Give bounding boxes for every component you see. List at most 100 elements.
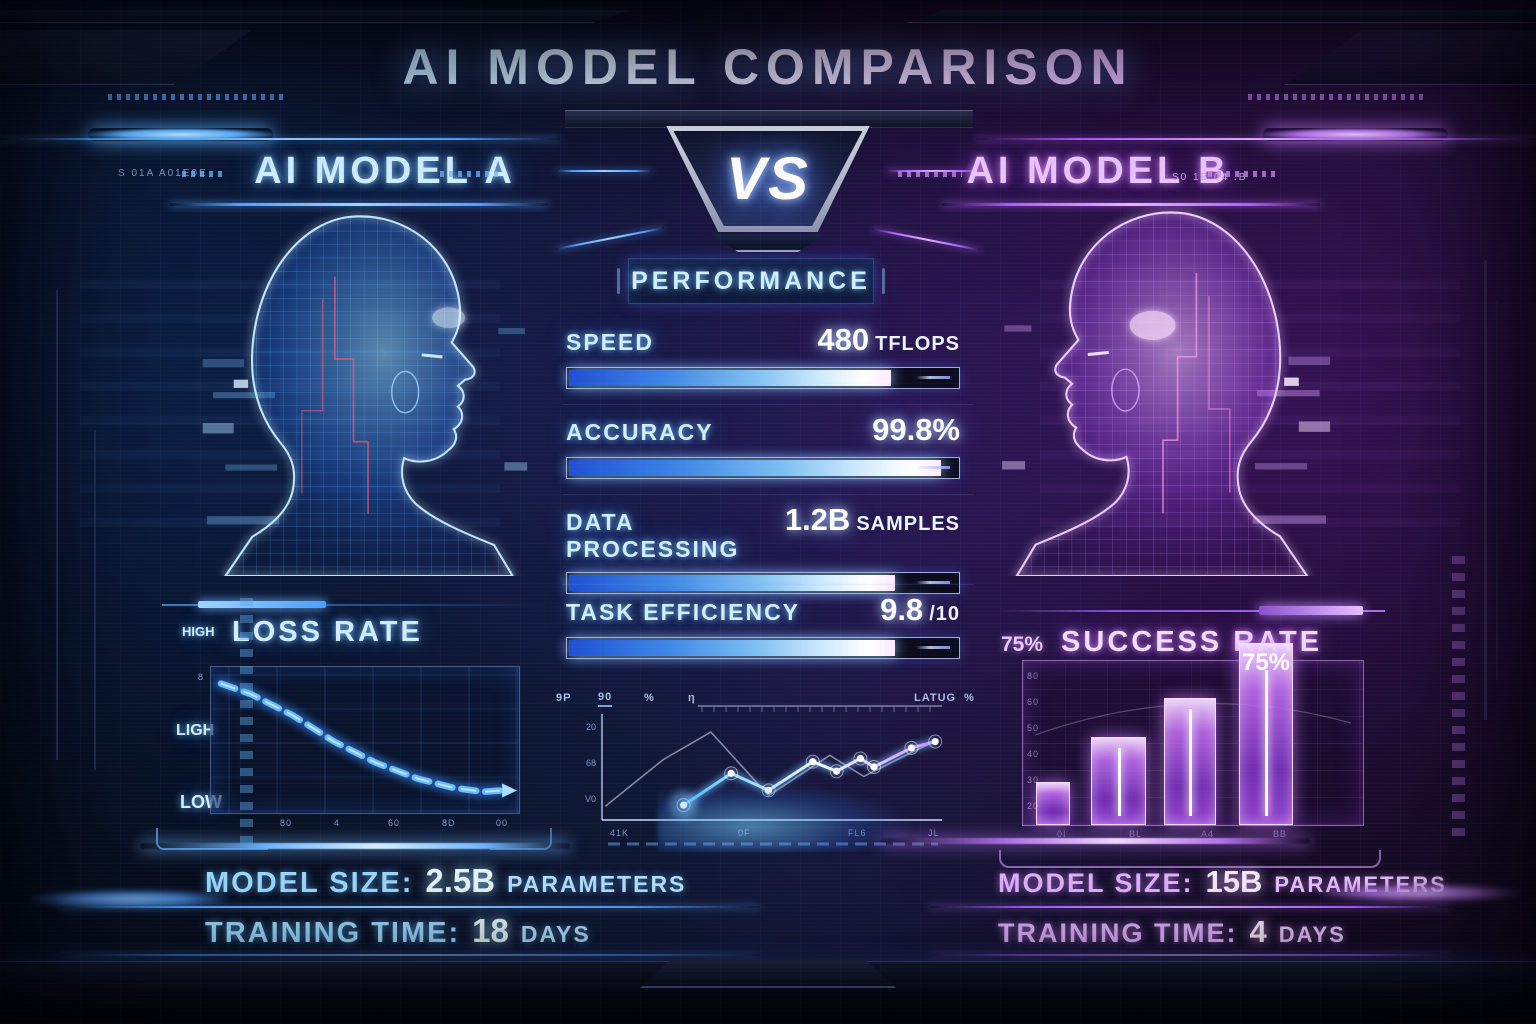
center-line-chart-svg: 20 68 V0 41K 0F FL6 JL: [585, 705, 943, 846]
header-dots-3: [898, 171, 962, 177]
header-dots-4: [1208, 171, 1276, 177]
metric-label: TASK EFFICIENCY: [566, 599, 801, 625]
performance-header-label: PERFORMANCE: [631, 266, 871, 295]
metric-label: DATA PROCESSING: [566, 509, 740, 562]
metric-label: SPEED: [566, 329, 654, 355]
model-a-training-label: TRAINING TIME:: [205, 917, 461, 949]
success-rate-panel: 75% SUCCESS RATE 75% 80 60 50 40 30 20 0I BL A4…: [995, 606, 1385, 868]
success-x-tick: A4: [1201, 829, 1215, 839]
metric-head: SPEED 480 TFLOPS: [566, 314, 960, 358]
mid-symbol-1: 9P: [556, 692, 572, 704]
metric-head: TASK EFFICIENCY 9.8/10: [566, 584, 960, 628]
metric-progress-fill: [569, 640, 895, 656]
model-a-training-unit: DAYS: [520, 921, 591, 947]
model-a-training-row: TRAINING TIME: 18 DAYS: [205, 912, 591, 950]
metric-value: 9.8/10: [880, 592, 960, 628]
model-b-training-row-wrap: TRAINING TIME: 4 DAYS: [998, 914, 1346, 950]
vs-badge: VS: [673, 131, 863, 226]
metric-value-number: 9.8: [880, 592, 924, 627]
model-a-size-unit: PARAMETERS: [507, 871, 687, 897]
metric-row: DATA PROCESSING 1.2B SAMPLES: [562, 494, 974, 594]
svg-text:20: 20: [586, 722, 596, 732]
vs-diag-left: [555, 227, 665, 250]
mid-symbol-4: η: [688, 692, 696, 704]
metric-row: ACCURACY 99.8%: [562, 404, 974, 494]
header-dots-2: [440, 171, 500, 177]
success-bar: [1036, 782, 1070, 825]
mid-symbol-3: %: [644, 692, 655, 704]
metric-value-number: 1.2B: [784, 502, 851, 537]
success-y-tick: 30: [1027, 775, 1040, 785]
bottom-blue-streak: [140, 843, 570, 849]
model-b-hologram-head: [1002, 211, 1331, 576]
model-a-title: AI MODEL A: [254, 150, 516, 192]
frame-top-right-dots: [1248, 94, 1428, 100]
metric-progress-track: [566, 367, 960, 389]
success-chart-plot: 75% 80 60 50 40 30 20 0I BL A4 BB: [1022, 643, 1364, 839]
header-dots-1: [182, 171, 224, 177]
metric-value-unit: SAMPLES: [856, 513, 960, 535]
metric-head: ACCURACY 99.8%: [566, 404, 960, 448]
metric-separator: [562, 584, 974, 585]
model-b-code-text: S0 1B 04 .B: [1172, 172, 1248, 183]
success-bar-center-line: [1117, 747, 1121, 816]
metric-value-unit: /10: [929, 603, 960, 625]
success-x-tick: BL: [1129, 829, 1143, 839]
loss-x-tick: 00: [496, 818, 509, 828]
loss-panel-bracket-left: [156, 828, 268, 850]
success-panel-topline: [995, 610, 1385, 612]
model-a-hologram-head: [202, 215, 528, 576]
mid-symbol-right2: %: [964, 692, 975, 704]
bottom-right-glow: [1320, 884, 1520, 902]
frame-right-vline: [1484, 260, 1487, 720]
model-b-underline: [942, 203, 1320, 206]
metric-progress-track: [566, 457, 960, 479]
metric-row: TASK EFFICIENCY 9.8/10: [562, 584, 974, 674]
frame-top-right-streak: [1263, 128, 1448, 141]
vs-connector-bar: [565, 110, 973, 128]
loss-mid-label: LIGH: [176, 722, 215, 739]
center-line-chart: 9P 90 % η LATUG % 20 68 V0 41K 0F FL6 JL: [548, 686, 988, 851]
frame-top-right-slab: [906, 10, 1536, 23]
model-a-underline: [170, 203, 548, 206]
metric-value: 480 TFLOPS: [817, 322, 960, 358]
loss-panel-topline: [162, 604, 548, 606]
success-y-tick: 50: [1027, 723, 1040, 733]
metric-value-unit: TFLOPS: [875, 333, 960, 355]
frame-top-right-glowline: [976, 138, 1536, 140]
model-a-stats: MODEL SIZE: 2.5B PARAMETERS: [205, 862, 686, 900]
model-a-code-text: S 01A A01E0E: [118, 168, 208, 179]
svg-text:0F: 0F: [738, 828, 751, 838]
stats-divider-right-1: [930, 906, 1450, 908]
bottom-left-glow: [30, 890, 230, 908]
metric-value: 99.8%: [872, 412, 960, 448]
model-b-size-label: MODEL SIZE:: [998, 868, 1194, 898]
success-y-tick: 40: [1027, 749, 1040, 759]
success-bar: [1091, 736, 1146, 825]
loss-corner-tick: 8: [198, 672, 205, 682]
success-bar-value-label: 75%: [1241, 649, 1291, 676]
metric-value: 1.2B SAMPLES: [785, 502, 960, 538]
stats-divider-left-2: [60, 954, 760, 956]
vs-side-line-left: [556, 170, 652, 172]
mid-symbol-right1: LATUG: [914, 692, 957, 704]
metric-progress-track: [566, 572, 960, 594]
metric-progress-dash: [916, 581, 950, 584]
success-bar: [1164, 698, 1216, 825]
frame-top-left-glowline: [0, 138, 560, 140]
frame-right-ladder: [1452, 556, 1465, 836]
page-title: AI MODEL COMPARISON: [0, 38, 1536, 96]
bottom-purple-streak: [880, 838, 1310, 844]
loss-x-tick: 80: [280, 818, 293, 828]
metric-separator: [562, 404, 974, 405]
metric-value-number: 99.8%: [872, 412, 960, 447]
frame-bottom-notch: [640, 960, 896, 988]
metric-value-number: 480: [817, 322, 870, 357]
svg-text:68: 68: [586, 758, 596, 768]
model-a-size-value: 2.5B: [425, 862, 496, 899]
performance-metrics: SPEED 480 TFLOPS ACCURACY 99.8% DATA PROCESSI…: [562, 314, 974, 674]
loss-panel-bracket-right: [490, 828, 552, 850]
metric-head: DATA PROCESSING 1.2B SAMPLES: [566, 494, 960, 563]
loss-rate-panel: HIGH LOSS RATE 8 LIGH LOW 80 4 60 8D 00: [156, 600, 552, 852]
